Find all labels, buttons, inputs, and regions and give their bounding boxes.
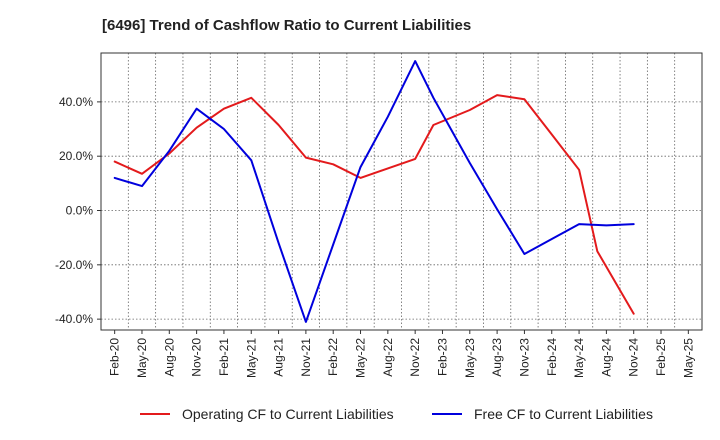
x-tick-label: Feb-24: [545, 338, 559, 376]
y-tick-label: 0.0%: [66, 204, 94, 218]
x-tick-label: Nov-22: [408, 338, 422, 377]
x-tick-label: Nov-24: [627, 338, 641, 377]
y-tick-label: 20.0%: [59, 149, 93, 163]
x-tick-label: Nov-20: [190, 338, 204, 377]
legend-label: Operating CF to Current Liabilities: [182, 406, 394, 422]
x-tick-label: Feb-22: [326, 338, 340, 376]
x-tick-label: May-21: [244, 338, 258, 378]
x-tick-label: Feb-23: [435, 338, 449, 376]
x-tick-label: Feb-25: [654, 338, 668, 376]
x-tick-label: Aug-21: [272, 338, 286, 377]
y-tick-label: 40.0%: [59, 95, 93, 109]
grid-layer: [100, 53, 703, 330]
chart-title: [6496] Trend of Cashflow Ratio to Curren…: [102, 17, 471, 34]
x-tick-label: Feb-20: [108, 338, 122, 376]
plot-frame: [100, 52, 703, 331]
y-axis-tick-labels: -40.0% -20.0% 0.0% 20.0% 40.0%: [55, 95, 101, 326]
x-tick-label: Aug-24: [599, 338, 613, 377]
y-tick-label: -40.0%: [55, 312, 93, 326]
x-tick-label: Nov-23: [517, 338, 531, 377]
x-tick-label: Nov-21: [299, 338, 313, 377]
x-tick-label: May-23: [463, 338, 477, 378]
series-layer: [113, 60, 635, 323]
x-tick-label: Aug-23: [490, 338, 504, 377]
legend: Operating CF to Current Liabilities Free …: [140, 406, 653, 422]
x-tick-label: Aug-20: [162, 338, 176, 377]
x-axis-tick-labels: Feb-20 May-20 Aug-20 Nov-20 Feb-21 May-21 Aug-…: [108, 330, 695, 378]
x-tick-label: Feb-21: [217, 338, 231, 376]
series-line-operating-cf: [113, 94, 635, 315]
legend-label: Free CF to Current Liabilities: [474, 406, 653, 422]
x-tick-label: Aug-22: [381, 338, 395, 377]
x-tick-label: May-20: [135, 338, 149, 378]
series-line-free-cf: [113, 60, 635, 323]
x-tick-label: May-24: [572, 338, 586, 378]
x-tick-label: May-22: [354, 338, 368, 378]
y-tick-label: -20.0%: [55, 258, 93, 272]
x-tick-label: May-25: [681, 338, 695, 378]
